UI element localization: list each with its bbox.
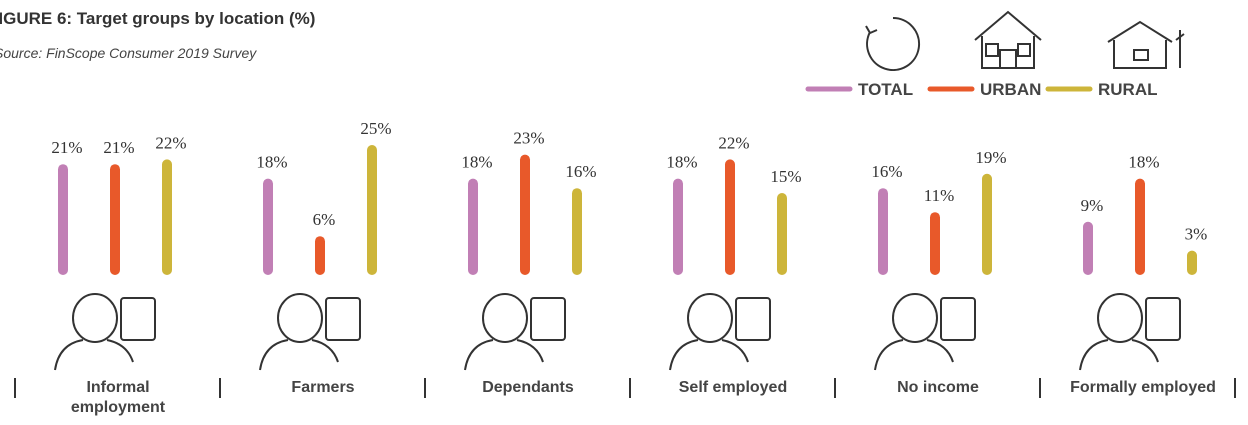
- urban-icon: [975, 12, 1041, 68]
- category-label: Self employed: [653, 378, 813, 398]
- value-label: 18%: [1128, 153, 1159, 172]
- chart-title: FIGURE 6: Target groups by location (%): [0, 9, 315, 28]
- category-label: No income: [858, 378, 1018, 398]
- group-icon: [121, 298, 155, 340]
- value-label: 22%: [155, 133, 186, 152]
- category-label: Dependants: [448, 378, 608, 398]
- value-label: 6%: [313, 210, 336, 229]
- chart-subtitle: Source: FinScope Consumer 2019 Survey: [0, 45, 257, 61]
- legend-label: TOTAL: [858, 80, 913, 99]
- value-label: 18%: [666, 153, 697, 172]
- category-label: Farmers: [243, 378, 403, 398]
- page: FIGURE 6: Target groups by location (%) …: [0, 0, 1248, 425]
- value-label: 15%: [770, 167, 801, 186]
- category-label: Informal employment: [58, 378, 178, 418]
- total-icon: [866, 18, 919, 70]
- group-icon: [531, 298, 565, 340]
- value-label: 18%: [256, 153, 287, 172]
- value-label: 16%: [871, 162, 902, 181]
- legend-label: RURAL: [1098, 80, 1158, 99]
- legend-icons: [866, 12, 1184, 70]
- group-icon: [736, 298, 770, 340]
- value-label: 21%: [51, 138, 82, 157]
- value-label: 3%: [1185, 225, 1208, 244]
- value-label: 11%: [924, 186, 955, 205]
- value-label: 21%: [103, 138, 134, 157]
- chart: FIGURE 6: Target groups by location (%) …: [0, 0, 1248, 425]
- group-icon: [326, 298, 360, 340]
- value-label: 19%: [975, 148, 1006, 167]
- value-label: 23%: [513, 129, 544, 148]
- value-label: 25%: [360, 119, 391, 138]
- group-icon: [941, 298, 975, 340]
- group-icon: [1146, 298, 1180, 340]
- legend-label: URBAN: [980, 80, 1041, 99]
- rural-icon: [1108, 22, 1184, 68]
- value-label: 9%: [1081, 196, 1104, 215]
- value-label: 16%: [565, 162, 596, 181]
- category-label: Formally employed: [1063, 378, 1223, 398]
- value-label: 22%: [718, 133, 749, 152]
- value-label: 18%: [461, 153, 492, 172]
